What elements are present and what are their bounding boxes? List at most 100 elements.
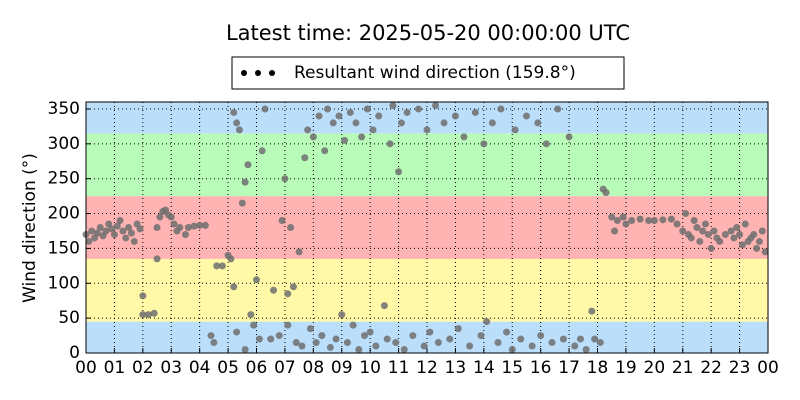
data-point — [534, 119, 542, 127]
x-tick-label: 13 — [445, 358, 467, 378]
data-point — [392, 339, 400, 347]
data-point — [591, 335, 599, 343]
data-point — [150, 309, 158, 317]
data-point — [372, 342, 380, 350]
data-point — [335, 112, 343, 120]
data-point — [116, 217, 124, 225]
data-point — [233, 119, 241, 127]
data-point — [537, 332, 545, 340]
data-point — [611, 227, 619, 235]
data-point — [275, 332, 283, 340]
x-tick-label: 21 — [672, 358, 694, 378]
data-point — [434, 339, 442, 347]
data-point — [295, 248, 303, 256]
data-point — [395, 168, 403, 176]
data-point — [386, 140, 394, 148]
data-point — [270, 286, 278, 294]
data-point — [312, 339, 320, 347]
data-point — [423, 126, 431, 134]
data-point — [636, 215, 644, 223]
data-point — [701, 220, 709, 228]
data-point — [244, 161, 252, 169]
data-point — [619, 213, 627, 221]
data-point — [380, 302, 388, 310]
x-tick-label: 01 — [104, 358, 126, 378]
data-point — [716, 237, 724, 245]
y-tick-label: 50 — [58, 308, 80, 328]
y-tick-label: 350 — [48, 99, 80, 119]
data-point — [693, 224, 701, 231]
data-point — [383, 335, 391, 343]
data-point — [324, 105, 332, 113]
data-point — [721, 230, 729, 238]
data-point — [758, 227, 766, 235]
data-point — [110, 230, 118, 238]
data-point — [363, 105, 371, 113]
x-tick-label: 15 — [501, 358, 523, 378]
data-point — [366, 328, 374, 336]
x-tick-label: 00 — [757, 358, 779, 378]
data-point — [304, 126, 312, 134]
data-point — [528, 342, 536, 350]
data-point — [522, 112, 530, 120]
data-point — [582, 346, 590, 354]
data-point — [338, 311, 346, 319]
data-point — [466, 342, 474, 350]
data-point — [289, 283, 297, 291]
data-point — [750, 230, 758, 238]
data-point — [753, 244, 761, 252]
data-point — [471, 108, 479, 116]
data-point — [213, 262, 221, 270]
data-point — [727, 227, 735, 235]
data-point — [477, 332, 485, 340]
data-point — [554, 105, 562, 113]
data-point — [258, 147, 266, 155]
data-point — [730, 234, 738, 242]
data-point — [667, 215, 675, 223]
data-point — [559, 335, 567, 343]
data-point — [517, 335, 525, 343]
data-point — [369, 126, 377, 134]
x-tick-label: 18 — [587, 358, 609, 378]
data-point — [480, 140, 488, 148]
data-point — [426, 328, 434, 336]
data-point — [261, 105, 269, 113]
data-point — [255, 335, 263, 343]
legend-marker — [241, 70, 247, 76]
data-point — [250, 321, 258, 329]
data-point — [267, 335, 275, 343]
data-point — [488, 119, 496, 127]
data-point — [329, 119, 337, 127]
y-tick-label: 100 — [48, 273, 80, 293]
data-point — [122, 234, 130, 242]
data-point — [497, 105, 505, 113]
data-point — [233, 328, 241, 336]
data-point — [608, 213, 616, 221]
data-point — [230, 108, 238, 116]
data-point — [298, 342, 306, 350]
data-point — [451, 112, 459, 120]
data-point — [210, 339, 218, 347]
data-point — [375, 112, 383, 120]
data-point — [321, 147, 329, 155]
data-point — [707, 244, 715, 252]
data-point — [432, 101, 440, 109]
data-point — [332, 335, 340, 343]
x-tick-label: 10 — [359, 358, 381, 378]
data-point — [511, 126, 519, 134]
data-point — [645, 217, 653, 225]
data-point — [119, 227, 127, 235]
data-point — [761, 248, 769, 256]
data-point — [650, 217, 658, 225]
x-tick-label: 16 — [530, 358, 552, 378]
data-point — [409, 332, 417, 340]
data-point — [102, 227, 110, 235]
data-point — [565, 133, 573, 141]
data-point — [596, 339, 604, 347]
data-point — [247, 311, 255, 319]
data-point — [346, 108, 354, 116]
y-tick-label: 0 — [69, 343, 80, 363]
data-point — [218, 262, 226, 270]
